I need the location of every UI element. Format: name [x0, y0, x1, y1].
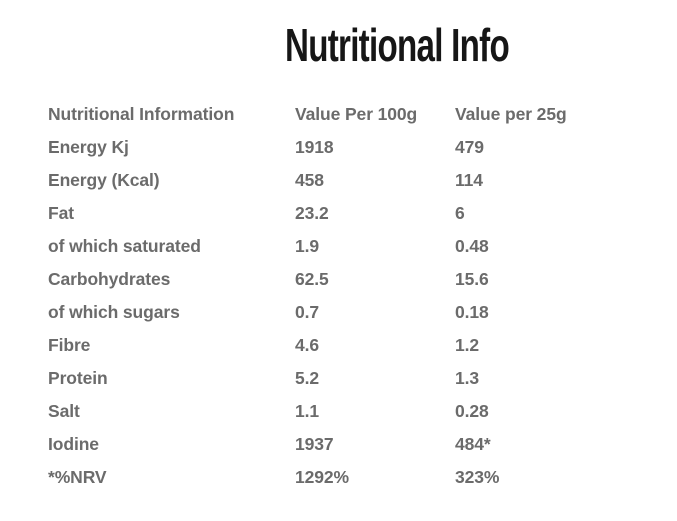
header-nutritional-information: Nutritional Information	[48, 104, 235, 124]
table-row-energy-kj: Energy Kj 1918 479	[48, 131, 628, 164]
value-per-100g: 0.7	[295, 302, 320, 322]
row-label: *%NRV	[48, 467, 107, 487]
table-row-fat: Fat 23.2 6	[48, 197, 628, 230]
value-per-25g: 15.6	[455, 269, 489, 289]
table-row-salt: Salt 1.1 0.28	[48, 395, 628, 428]
header-value-per-25g: Value per 25g	[455, 104, 567, 124]
value-per-25g: 114	[455, 170, 483, 190]
row-label: Energy (Kcal)	[48, 170, 160, 190]
value-per-25g: 0.18	[455, 302, 489, 322]
value-per-100g: 62.5	[295, 269, 329, 289]
value-per-100g: 1.1	[295, 401, 320, 421]
row-label: Fat	[48, 203, 74, 223]
value-per-25g: 479	[455, 137, 484, 157]
value-per-100g: 1292%	[295, 467, 349, 487]
value-per-100g: 1918	[295, 137, 334, 157]
value-per-25g: 0.28	[455, 401, 489, 421]
row-label: of which saturated	[48, 236, 201, 256]
row-label: Carbohydrates	[48, 269, 171, 289]
table-row-carbohydrates: Carbohydrates 62.5 15.6	[48, 263, 628, 296]
row-label: Salt	[48, 401, 80, 421]
table-header-row: Nutritional Information Value Per 100g V…	[48, 98, 628, 131]
value-per-25g: 6	[455, 203, 465, 223]
value-per-100g: 1937	[295, 434, 334, 454]
row-label: of which sugars	[48, 302, 180, 322]
header-value-per-100g: Value Per 100g	[295, 104, 418, 124]
value-per-100g: 4.6	[295, 335, 320, 355]
value-per-25g: 484*	[455, 434, 491, 454]
row-label: Protein	[48, 368, 108, 388]
page-title-wrap: Nutritional Info	[241, 22, 552, 68]
row-label: Fibre	[48, 335, 91, 355]
value-per-25g: 1.2	[455, 335, 480, 355]
table-row-protein: Protein 5.2 1.3	[48, 362, 628, 395]
table-row-sugars: of which sugars 0.7 0.18	[48, 296, 628, 329]
nutritional-table: Nutritional Information Value Per 100g V…	[48, 98, 628, 494]
value-per-100g: 458	[295, 170, 324, 190]
value-per-100g: 23.2	[295, 203, 329, 223]
page-title: Nutritional Info	[285, 19, 510, 71]
row-label: Energy Kj	[48, 137, 129, 157]
table-row-saturated: of which saturated 1.9 0.48	[48, 230, 628, 263]
row-label: Iodine	[48, 434, 99, 454]
value-per-25g: 1.3	[455, 368, 480, 388]
table-row-iodine: Iodine 1937 484*	[48, 428, 628, 461]
value-per-25g: 323%	[455, 467, 500, 487]
table-row-fibre: Fibre 4.6 1.2	[48, 329, 628, 362]
value-per-100g: 1.9	[295, 236, 320, 256]
value-per-100g: 5.2	[295, 368, 320, 388]
table-row-nrv: *%NRV 1292% 323%	[48, 461, 628, 494]
table-row-energy-kcal: Energy (Kcal) 458 114	[48, 164, 628, 197]
value-per-25g: 0.48	[455, 236, 489, 256]
